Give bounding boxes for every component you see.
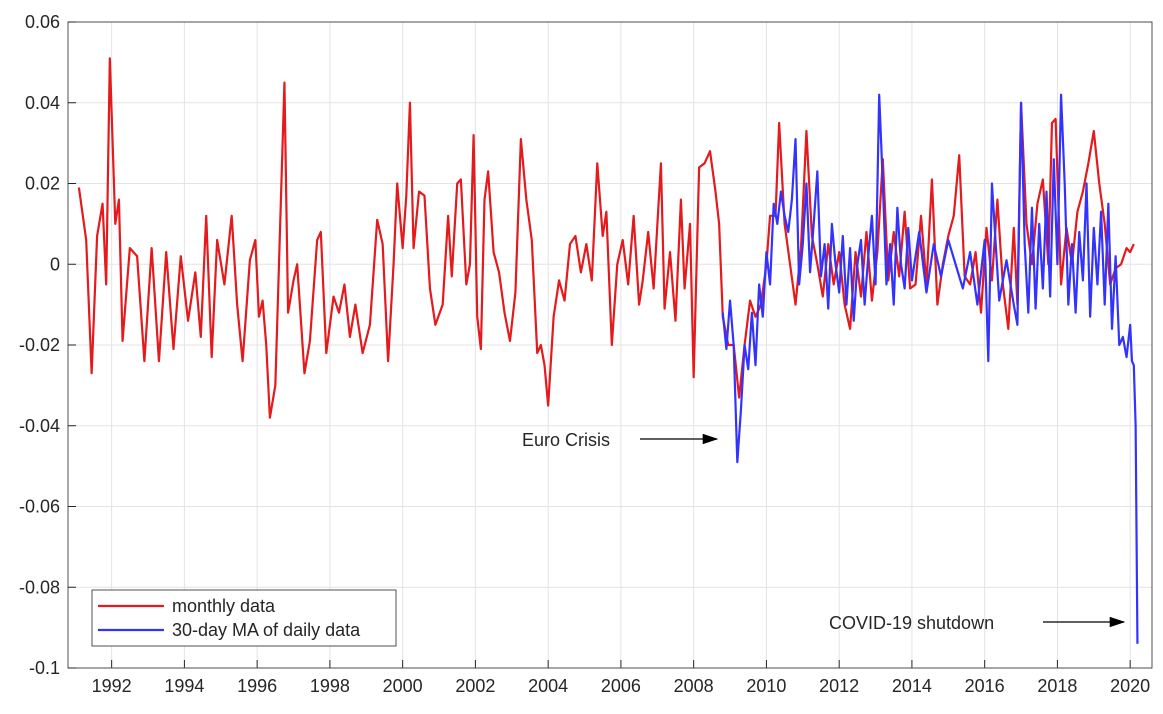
x-tick-label: 1992 — [92, 676, 132, 696]
y-tick-label: 0 — [50, 254, 60, 274]
x-tick-label: 2020 — [1110, 676, 1150, 696]
y-tick-label: -0.1 — [29, 658, 60, 678]
y-tick-label: -0.02 — [19, 335, 60, 355]
x-tick-label: 1998 — [310, 676, 350, 696]
x-tick-label: 2014 — [892, 676, 932, 696]
x-tick-label: 1996 — [237, 676, 277, 696]
annotation: COVID-19 shutdown — [829, 613, 994, 633]
x-tick-label: 2006 — [601, 676, 641, 696]
x-tick-label: 2016 — [965, 676, 1005, 696]
x-tick-label: 2000 — [383, 676, 423, 696]
y-tick-label: 0.04 — [25, 93, 60, 113]
legend-label: monthly data — [172, 596, 276, 616]
data-line — [77, 57, 1135, 419]
y-tick-label: 0.02 — [25, 174, 60, 194]
x-tick-label: 2018 — [1037, 676, 1077, 696]
y-tick-label: -0.08 — [19, 577, 60, 597]
axes-box — [67, 21, 1153, 669]
x-tick-label: 1994 — [164, 676, 204, 696]
annotation: Euro Crisis — [522, 430, 610, 450]
legend-box — [91, 589, 397, 647]
x-tick-label: 2010 — [746, 676, 786, 696]
data-line — [721, 93, 1139, 644]
y-tick-label: -0.06 — [19, 497, 60, 517]
x-tick-label: 2008 — [674, 676, 714, 696]
x-tick-label: 2012 — [819, 676, 859, 696]
y-tick-label: -0.04 — [19, 416, 60, 436]
legend-label: 30-day MA of daily data — [172, 620, 361, 640]
x-tick-label: 2002 — [455, 676, 495, 696]
y-tick-label: 0.06 — [25, 12, 60, 32]
x-tick-label: 2004 — [528, 676, 568, 696]
